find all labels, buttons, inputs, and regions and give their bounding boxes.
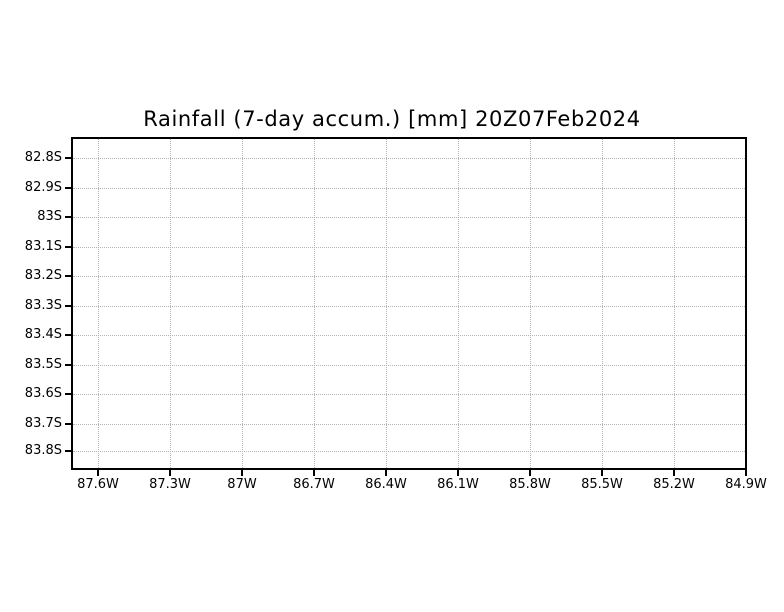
x-axis-tick-label: 87.6W bbox=[77, 477, 119, 492]
x-axis-tick-mark bbox=[457, 470, 459, 476]
plot-frame bbox=[71, 137, 747, 470]
gridline-horizontal bbox=[73, 365, 745, 366]
gridline-horizontal bbox=[73, 394, 745, 395]
x-axis-tick-mark bbox=[169, 470, 171, 476]
y-axis-tick-label: 82.9S bbox=[24, 180, 62, 195]
x-axis-tick-label: 85.8W bbox=[509, 477, 551, 492]
gridline-horizontal bbox=[73, 424, 745, 425]
gridline-vertical bbox=[458, 139, 459, 468]
x-axis-tick-label: 86.4W bbox=[365, 477, 407, 492]
y-axis-tick-mark bbox=[65, 423, 71, 425]
x-axis-tick-mark bbox=[241, 470, 243, 476]
gridline-horizontal bbox=[73, 335, 745, 336]
y-axis-tick-label: 83.7S bbox=[24, 416, 62, 431]
gridline-horizontal bbox=[73, 451, 745, 452]
gridline-vertical bbox=[242, 139, 243, 468]
x-axis-tick-label: 85.2W bbox=[653, 477, 695, 492]
x-axis-tick-mark bbox=[745, 470, 747, 476]
y-axis-tick-mark bbox=[65, 364, 71, 366]
gridline-vertical bbox=[530, 139, 531, 468]
x-axis-tick-mark bbox=[313, 470, 315, 476]
gridline-vertical bbox=[314, 139, 315, 468]
gridline-horizontal bbox=[73, 217, 745, 218]
y-axis-tick-label: 82.8S bbox=[24, 150, 62, 165]
x-axis-tick-label: 86.7W bbox=[293, 477, 335, 492]
gridline-vertical bbox=[386, 139, 387, 468]
y-axis-tick-label: 83.2S bbox=[24, 268, 62, 283]
y-axis-tick-mark bbox=[65, 450, 71, 452]
gridline-horizontal bbox=[73, 247, 745, 248]
y-axis-tick-label: 83S bbox=[37, 209, 62, 224]
gridline-vertical bbox=[98, 139, 99, 468]
x-axis-tick-mark bbox=[529, 470, 531, 476]
gridline-vertical bbox=[170, 139, 171, 468]
gridline-vertical bbox=[674, 139, 675, 468]
page-title: Rainfall (7-day accum.) [mm] 20Z07Feb202… bbox=[143, 107, 641, 131]
plot-data-area bbox=[73, 139, 745, 468]
y-axis-tick-mark bbox=[65, 275, 71, 277]
y-axis-tick-mark bbox=[65, 187, 71, 189]
y-axis-tick-label: 83.4S bbox=[24, 327, 62, 342]
y-axis-tick-mark bbox=[65, 216, 71, 218]
gridline-horizontal bbox=[73, 306, 745, 307]
x-axis-tick-mark bbox=[601, 470, 603, 476]
y-axis-tick-label: 83.6S bbox=[24, 386, 62, 401]
y-axis-tick-label: 83.8S bbox=[24, 443, 62, 458]
x-axis-tick-mark bbox=[385, 470, 387, 476]
y-axis-tick-label: 83.5S bbox=[24, 357, 62, 372]
y-axis-tick-mark bbox=[65, 157, 71, 159]
x-axis-tick-label: 87W bbox=[227, 477, 257, 492]
x-axis-tick-label: 85.5W bbox=[581, 477, 623, 492]
gridline-horizontal bbox=[73, 188, 745, 189]
x-axis-tick-label: 87.3W bbox=[149, 477, 191, 492]
gridline-vertical bbox=[746, 139, 747, 468]
y-axis-tick-mark bbox=[65, 334, 71, 336]
x-axis-tick-label: 84.9W bbox=[725, 477, 767, 492]
x-axis-tick-mark bbox=[97, 470, 99, 476]
y-axis-tick-mark bbox=[65, 246, 71, 248]
gridline-horizontal bbox=[73, 276, 745, 277]
gridline-vertical bbox=[602, 139, 603, 468]
gridline-horizontal bbox=[73, 158, 745, 159]
y-axis-tick-label: 83.3S bbox=[24, 298, 62, 313]
x-axis-tick-mark bbox=[673, 470, 675, 476]
y-axis-tick-mark bbox=[65, 305, 71, 307]
y-axis-tick-label: 83.1S bbox=[24, 239, 62, 254]
y-axis-tick-mark bbox=[65, 393, 71, 395]
x-axis-tick-label: 86.1W bbox=[437, 477, 479, 492]
